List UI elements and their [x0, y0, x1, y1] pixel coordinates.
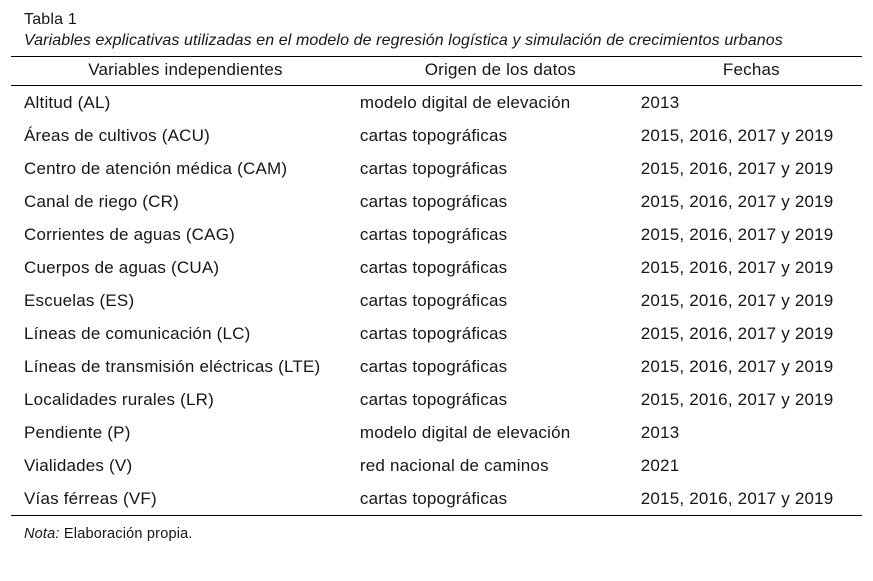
table-row: Áreas de cultivos (ACU) cartas topográfi…: [11, 119, 862, 152]
table-row: Líneas de transmisión eléctricas (LTE) c…: [11, 350, 862, 383]
cell-variable: Altitud (AL): [24, 93, 111, 112]
cell-fechas: 2015, 2016, 2017 y 2019: [640, 258, 834, 277]
cell-fechas: 2015, 2016, 2017 y 2019: [640, 390, 834, 409]
variables-table: Variables independientes Origen de los d…: [11, 56, 862, 516]
cell-variable: Cuerpos de aguas (CUA): [24, 258, 220, 277]
cell-origen: cartas topográficas: [359, 225, 508, 244]
cell-origen: modelo digital de elevación: [359, 423, 571, 442]
table-row: Altitud (AL) modelo digital de elevación…: [11, 86, 862, 120]
table-row: Escuelas (ES) cartas topográficas 2015, …: [11, 284, 862, 317]
note-prefix: Nota:: [24, 526, 60, 542]
cell-variable: Vías férreas (VF): [24, 489, 157, 508]
cell-fechas: 2015, 2016, 2017 y 2019: [640, 192, 834, 211]
cell-variable: Centro de atención médica (CAM): [24, 159, 288, 178]
cell-fechas: 2015, 2016, 2017 y 2019: [640, 324, 834, 343]
table-body: Altitud (AL) modelo digital de elevación…: [11, 86, 862, 516]
cell-variable: Áreas de cultivos (ACU): [24, 126, 210, 145]
cell-fechas: 2021: [640, 456, 680, 475]
table-label: Tabla 1: [24, 11, 77, 28]
cell-fechas: 2015, 2016, 2017 y 2019: [640, 291, 834, 310]
table-row: Vías férreas (VF) cartas topográficas 20…: [11, 482, 862, 516]
cell-origen: cartas topográficas: [359, 126, 508, 145]
cell-origen: cartas topográficas: [359, 324, 508, 343]
header-origen-datos: Origen de los datos: [359, 56, 641, 86]
table-note: Nota: Elaboración propia.: [11, 525, 862, 543]
cell-variable: Canal de riego (CR): [24, 192, 179, 211]
cell-origen: cartas topográficas: [359, 192, 508, 211]
table-row: Corrientes de aguas (CAG) cartas topográ…: [11, 218, 862, 251]
cell-origen: cartas topográficas: [359, 357, 508, 376]
cell-origen: modelo digital de elevación: [359, 93, 571, 112]
cell-fechas: 2013: [640, 423, 680, 442]
cell-variable: Líneas de transmisión eléctricas (LTE): [24, 357, 321, 376]
table-caption: Variables explicativas utilizadas en el …: [24, 32, 783, 49]
table-row: Vialidades (V) red nacional de caminos 2…: [11, 449, 862, 482]
cell-variable: Escuelas (ES): [24, 291, 135, 310]
cell-origen: cartas topográficas: [359, 159, 508, 178]
header-fechas: Fechas: [640, 56, 862, 86]
cell-fechas: 2013: [640, 93, 680, 112]
table-header-row: Variables independientes Origen de los d…: [11, 56, 862, 86]
table-row: Localidades rurales (LR) cartas topográf…: [11, 383, 862, 416]
cell-fechas: 2015, 2016, 2017 y 2019: [640, 357, 834, 376]
table-row: Cuerpos de aguas (CUA) cartas topográfic…: [11, 251, 862, 284]
cell-variable: Líneas de comunicación (LC): [24, 324, 251, 343]
document-page: Tabla 1 Variables explicativas utilizada…: [11, 11, 862, 543]
table-row: Pendiente (P) modelo digital de elevació…: [11, 416, 862, 449]
cell-variable: Pendiente (P): [24, 423, 131, 442]
cell-fechas: 2015, 2016, 2017 y 2019: [640, 489, 834, 508]
cell-origen: cartas topográficas: [359, 390, 508, 409]
table-row: Líneas de comunicación (LC) cartas topog…: [11, 317, 862, 350]
cell-fechas: 2015, 2016, 2017 y 2019: [640, 225, 834, 244]
cell-fechas: 2015, 2016, 2017 y 2019: [640, 126, 834, 145]
cell-variable: Corrientes de aguas (CAG): [24, 225, 235, 244]
table-row: Centro de atención médica (CAM) cartas t…: [11, 152, 862, 185]
table-row: Canal de riego (CR) cartas topográficas …: [11, 185, 862, 218]
header-variables-independientes: Variables independientes: [11, 56, 360, 86]
cell-origen: cartas topográficas: [359, 489, 508, 508]
note-text: Elaboración propia.: [59, 526, 193, 542]
cell-variable: Vialidades (V): [24, 456, 133, 475]
cell-origen: cartas topográficas: [359, 258, 508, 277]
cell-origen: cartas topográficas: [359, 291, 508, 310]
cell-fechas: 2015, 2016, 2017 y 2019: [640, 159, 834, 178]
cell-origen: red nacional de caminos: [359, 456, 549, 475]
cell-variable: Localidades rurales (LR): [24, 390, 214, 409]
